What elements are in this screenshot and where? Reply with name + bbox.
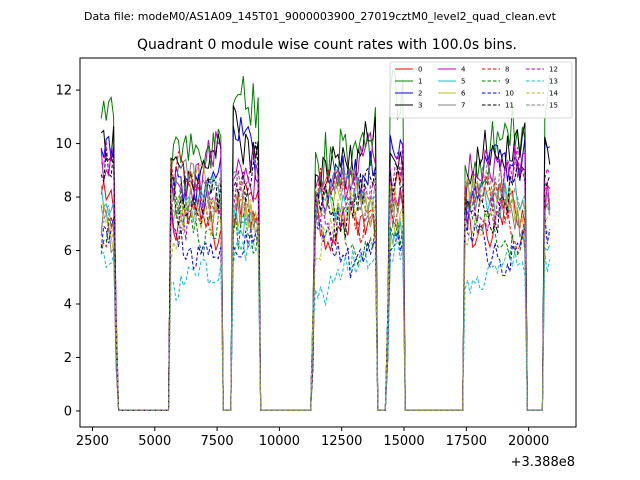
x-tick-label: 5000 <box>138 434 171 449</box>
y-tick-label: 4 <box>64 298 72 313</box>
y-tick-label: 8 <box>64 191 72 206</box>
x-tick-label: 2500 <box>76 434 109 449</box>
y-tick-label: 2 <box>64 351 72 366</box>
x-tick-label: 20000 <box>508 434 549 449</box>
axes: 2500 5000 7500 10000 12500 15000 17500 20000 0 2 4… <box>55 84 549 449</box>
legend-label-13: 13 <box>549 78 558 86</box>
series-15-line <box>100 160 551 411</box>
x-tick-label: 17500 <box>446 434 487 449</box>
x-tick-label: 7500 <box>201 434 234 449</box>
legend-label-11: 11 <box>505 102 514 110</box>
series-0-line <box>100 162 551 411</box>
legend-label-9: 9 <box>505 78 509 86</box>
figure-suptitle: Data file: modeM0/AS1A09_145T01_90000039… <box>84 10 557 23</box>
series-7-line <box>100 158 551 411</box>
series-layer <box>100 68 551 411</box>
x-tick-label: 10000 <box>259 434 300 449</box>
y-tick-label: 12 <box>55 84 72 99</box>
y-tick-label: 6 <box>64 244 72 259</box>
plot-frame <box>79 57 577 428</box>
series-14-line <box>100 180 551 411</box>
legend-label-2: 2 <box>418 90 422 98</box>
x-tick-label: 12500 <box>321 434 362 449</box>
legend-label-8: 8 <box>505 66 509 74</box>
legend-label-5: 5 <box>461 78 465 86</box>
series-3-line <box>100 105 551 411</box>
series-10-line <box>100 204 551 411</box>
legend-label-4: 4 <box>461 66 466 74</box>
legend-label-10: 10 <box>505 90 514 98</box>
legend-label-15: 15 <box>549 102 558 110</box>
series-8-line <box>100 151 551 411</box>
x-offset-label: +3.388e8 <box>511 455 575 470</box>
legend-box <box>389 61 573 119</box>
legend-label-12: 12 <box>549 66 558 74</box>
x-tick-label: 15000 <box>383 434 424 449</box>
series-1-line <box>100 68 551 411</box>
series-13-line <box>100 238 551 411</box>
legend-label-14: 14 <box>549 90 558 98</box>
y-tick-label: 0 <box>64 404 72 419</box>
legend-label-3: 3 <box>418 102 422 110</box>
legend-label-7: 7 <box>461 102 465 110</box>
chart-title: Quadrant 0 module wise count rates with … <box>137 37 517 53</box>
y-tick-label: 10 <box>55 137 72 152</box>
legend-label-1: 1 <box>418 78 422 86</box>
legend-label-0: 0 <box>418 66 422 74</box>
legend-label-6: 6 <box>461 90 466 98</box>
